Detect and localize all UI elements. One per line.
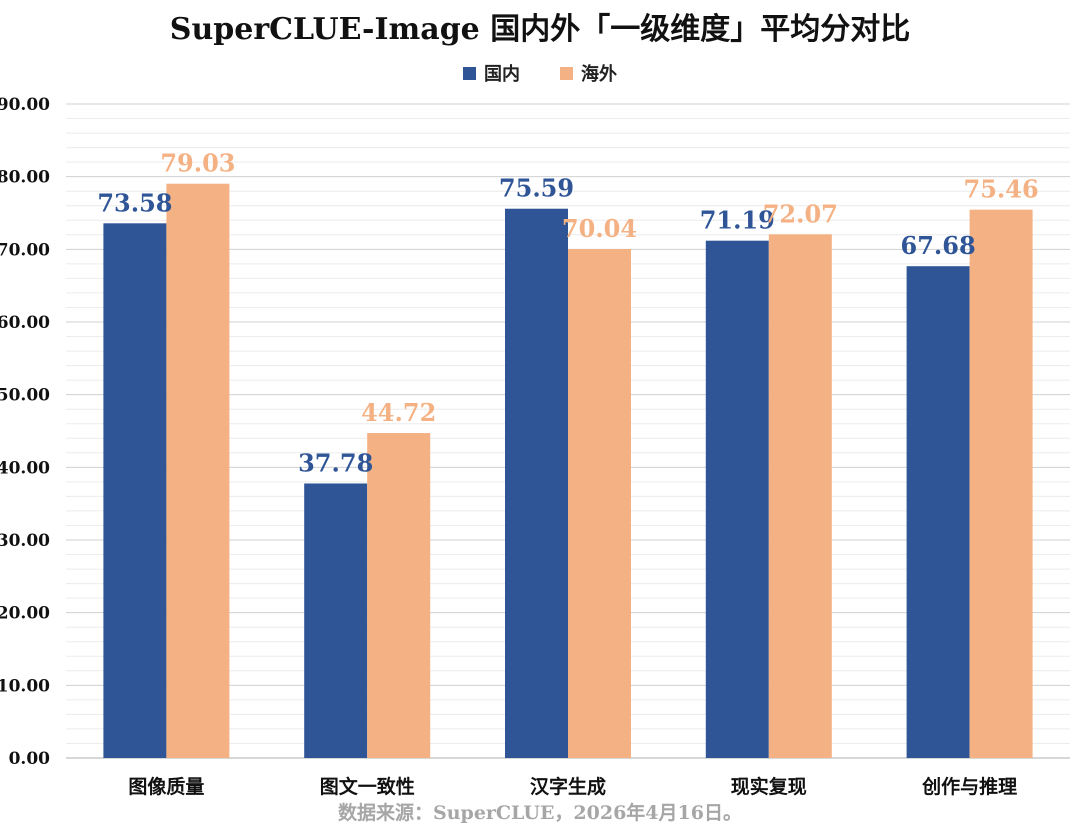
data-labels: 73.58 79.03 37.78 44.72 75.59 70.04 71.1972.07… xyxy=(97,149,1038,478)
x-tick-label: 图像质量 xyxy=(128,775,204,798)
x-tick-label: 创作与推理 xyxy=(921,775,1017,798)
y-axis: 0.00 10.00 20.00 30.00 40.00 50.00 60.00 70.00 8… xyxy=(0,95,1070,769)
source-note: 数据来源：SuperCLUE，2026年4月16日。 xyxy=(338,802,742,824)
legend-item-domestic: 国内 xyxy=(463,60,520,86)
bars xyxy=(103,183,1033,759)
data-label: 73.58 xyxy=(97,188,172,217)
data-label: 67.68 xyxy=(901,231,976,260)
x-tick-label: 现实复现 xyxy=(731,775,807,798)
bar xyxy=(367,433,431,758)
legend-item-overseas: 海外 xyxy=(560,60,617,86)
data-label: 71.19 xyxy=(700,206,775,235)
legend: 国内 海外 xyxy=(0,60,1080,86)
data-label: 37.78 xyxy=(298,448,373,477)
y-tick-label: 10.00 xyxy=(0,676,50,696)
bar xyxy=(705,240,769,758)
bar xyxy=(768,234,832,759)
y-tick-label: 0.00 xyxy=(9,749,51,769)
data-label: 70.04 xyxy=(562,214,637,243)
data-label: 72.07 xyxy=(763,199,838,228)
bar xyxy=(304,483,368,758)
legend-swatch-domestic xyxy=(463,66,476,80)
y-tick-label: 60.00 xyxy=(0,313,50,333)
y-tick-label: 40.00 xyxy=(0,458,50,478)
data-label: 75.46 xyxy=(964,175,1039,204)
y-tick-label: 50.00 xyxy=(0,386,50,406)
x-axis: 图像质量 图文一致性 汉字生成 现实复现 创作与推理 xyxy=(128,775,1017,798)
data-label: 75.59 xyxy=(499,174,574,203)
legend-label-domestic: 国内 xyxy=(484,64,520,85)
bar xyxy=(166,183,230,758)
y-tick-label: 70.00 xyxy=(0,240,50,260)
bar xyxy=(103,223,167,758)
bar xyxy=(505,208,568,759)
y-tick-label: 20.00 xyxy=(0,604,50,624)
chart-title: SuperCLUE-Image 国内外「一级维度」平均分对比 xyxy=(169,12,911,47)
y-tick-label: 80.00 xyxy=(0,168,50,188)
bar xyxy=(969,209,1033,758)
x-tick-label: 汉字生成 xyxy=(530,775,606,798)
bar xyxy=(906,266,970,758)
data-label: 79.03 xyxy=(160,149,235,178)
x-tick-label: 图文一致性 xyxy=(320,775,415,798)
legend-swatch-overseas xyxy=(560,66,573,80)
data-label: 44.72 xyxy=(361,398,436,427)
y-tick-label: 30.00 xyxy=(0,531,50,551)
y-tick-label: 90.00 xyxy=(0,95,50,115)
bar xyxy=(568,249,631,758)
legend-label-overseas: 海外 xyxy=(581,64,617,85)
